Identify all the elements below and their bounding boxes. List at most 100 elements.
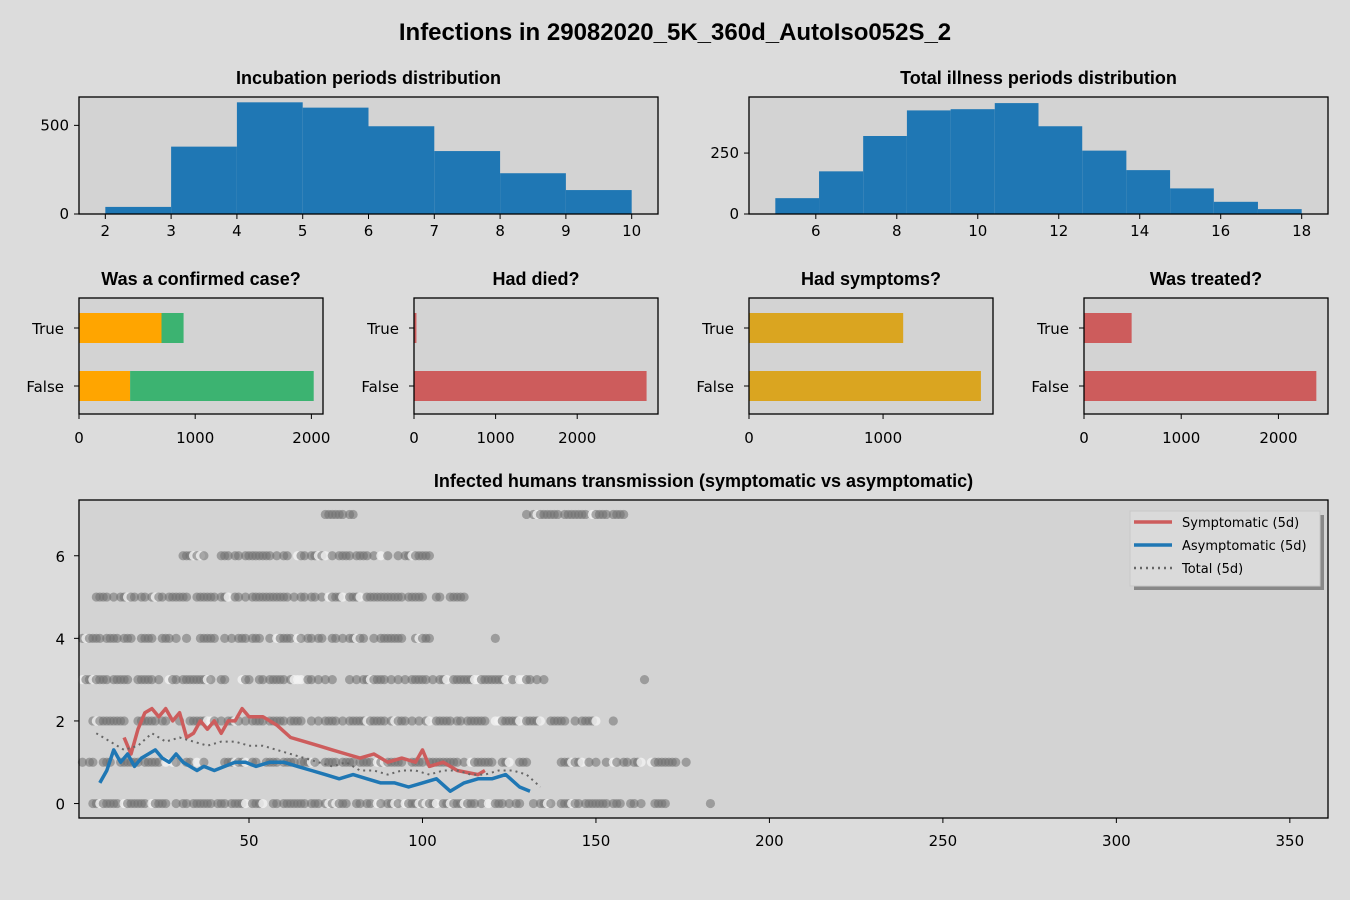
panel-3: Had died? True False 0 1000 2000	[361, 269, 659, 447]
hbar	[749, 371, 981, 401]
scatter-point	[317, 633, 327, 643]
scatter-point	[317, 592, 327, 602]
scatter-point	[504, 757, 514, 767]
scatter-point	[338, 509, 348, 520]
scatter-point	[171, 798, 181, 809]
y-tick-label: 4	[55, 630, 65, 648]
scatter-point	[244, 675, 254, 685]
x-tick-label: 0	[74, 429, 84, 447]
scatter-point	[469, 798, 480, 809]
hist-bar	[1170, 188, 1214, 214]
scatter-point	[240, 798, 251, 809]
axes-frame	[1083, 297, 1329, 415]
scatter-point	[348, 757, 358, 767]
scatter-point	[362, 551, 372, 561]
scatter-point	[254, 633, 265, 643]
hbar	[414, 313, 417, 343]
scatter-point	[459, 757, 469, 767]
scatter-point	[310, 757, 320, 767]
x-tick-label: 2000	[558, 429, 596, 447]
x-tick-label: 8	[892, 222, 902, 240]
legend-label: Total (5d)	[1181, 562, 1243, 577]
scatter-point	[265, 633, 275, 643]
scatter-point	[171, 633, 181, 643]
scatter-point	[400, 675, 410, 685]
scatter-point	[497, 798, 507, 809]
scatter-point	[421, 675, 431, 685]
scatter-point	[553, 509, 563, 520]
scatter-point	[636, 757, 646, 767]
scatter-point	[636, 798, 646, 809]
x-tick-label: 12	[1049, 222, 1068, 240]
scatter-point	[313, 716, 323, 726]
x-tick-label: 1000	[176, 429, 214, 447]
scatter-point	[181, 633, 192, 643]
scatter-point	[299, 798, 310, 809]
y-tick-label: 250	[710, 144, 739, 162]
scatter-point	[140, 798, 150, 809]
scatter-point	[348, 509, 358, 520]
panel-title: Infected humans transmission (symptomati…	[434, 471, 973, 491]
hbar	[1084, 371, 1317, 401]
scatter-point	[320, 675, 330, 685]
category-label: True	[1036, 320, 1069, 338]
scatter-point	[383, 551, 393, 561]
scatter-point	[161, 798, 171, 809]
x-tick-label: 10	[968, 222, 987, 240]
scatter-point	[240, 716, 251, 726]
hist-bar	[171, 146, 237, 214]
hist-bar	[775, 198, 820, 214]
category-label: False	[1031, 378, 1069, 396]
scatter-point	[272, 551, 282, 561]
hist-bar	[819, 171, 864, 214]
hist-bar	[105, 206, 172, 214]
scatter-point	[338, 633, 348, 643]
hist-bar	[434, 151, 501, 214]
scatter-point	[102, 592, 112, 602]
scatter-point	[424, 633, 435, 643]
scatter-point	[279, 716, 289, 726]
scatter-point	[154, 675, 164, 685]
scatter-point	[591, 716, 601, 726]
scatter-point	[227, 633, 237, 643]
scatter-point	[345, 551, 355, 561]
scatter-point	[456, 716, 466, 726]
scatter-point	[570, 716, 580, 726]
scatter-point	[521, 757, 532, 767]
scatter-point	[286, 633, 296, 643]
scatter-point	[223, 551, 233, 561]
scatter-point	[584, 757, 594, 767]
y-tick-label: 0	[59, 205, 69, 223]
x-tick-label: 250	[929, 832, 958, 850]
scatter-point	[331, 633, 341, 643]
scatter-point	[77, 757, 88, 767]
scatter-point	[386, 675, 396, 685]
scatter-point	[515, 798, 525, 809]
x-tick-label: 0	[744, 429, 754, 447]
hist-bar	[500, 173, 566, 214]
x-tick-label: 5	[298, 222, 308, 240]
scatter-point	[414, 716, 424, 726]
scatter-point	[612, 757, 622, 767]
scatter-point	[279, 675, 289, 685]
hbar	[414, 371, 647, 401]
scatter-point	[574, 798, 584, 809]
scatter-point	[306, 716, 317, 726]
category-label: False	[696, 378, 734, 396]
scatter-point	[331, 716, 341, 726]
scatter-point	[192, 757, 202, 767]
series-line	[98, 748, 531, 793]
scatter-point	[299, 592, 310, 602]
panel-title: Had died?	[492, 269, 579, 289]
x-tick-label: 300	[1102, 832, 1131, 850]
hist-bar	[950, 109, 995, 214]
scatter-point	[306, 633, 317, 643]
scatter-point	[181, 592, 192, 602]
axes-frame	[413, 297, 659, 415]
scatter-point	[417, 757, 428, 767]
scatter-point	[126, 633, 136, 643]
panel-2: Was a confirmed case? True False 0 1000 2000	[26, 269, 330, 447]
x-tick-label: 0	[1079, 429, 1089, 447]
x-tick-label: 0	[409, 429, 419, 447]
scatter-point	[272, 798, 282, 809]
